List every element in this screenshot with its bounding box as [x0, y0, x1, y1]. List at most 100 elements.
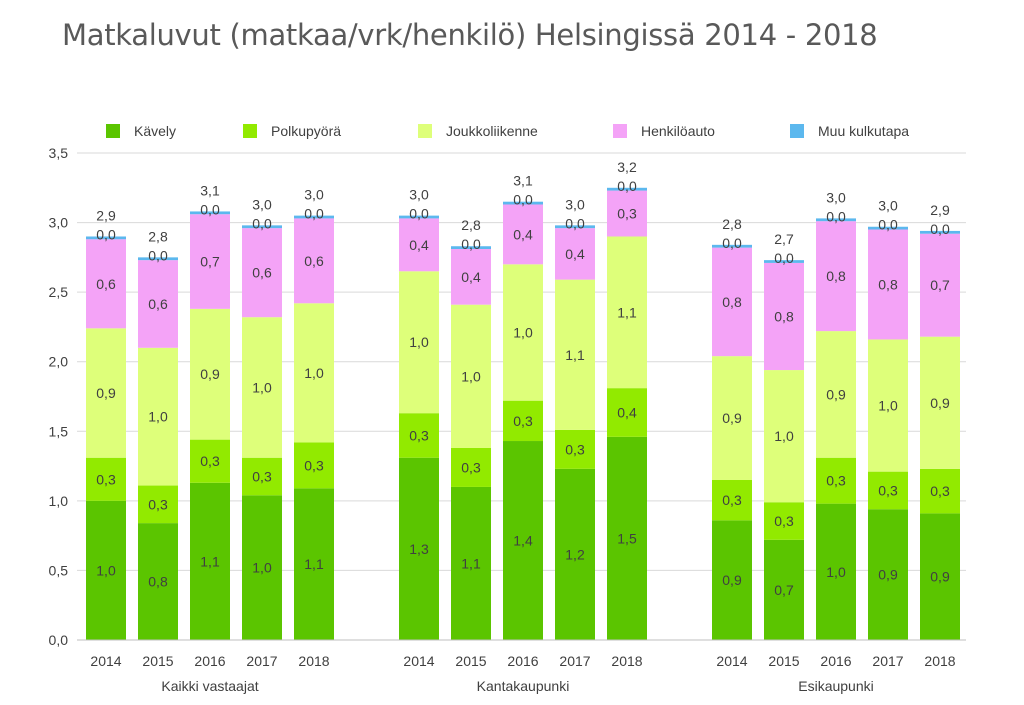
x-tick-label: 2015	[142, 653, 173, 669]
data-label: 1,0	[96, 562, 116, 578]
data-label: 0,0	[513, 192, 533, 208]
data-label: 0,9	[722, 410, 742, 426]
bar-segment	[607, 190, 647, 237]
bar-segment	[86, 236, 126, 240]
bar-segment	[138, 257, 178, 261]
bar-segment	[190, 214, 230, 309]
total-label: 2,8	[461, 217, 481, 233]
data-label: 0,6	[96, 276, 116, 292]
data-label: 0,8	[148, 574, 168, 590]
bar-segment	[712, 244, 752, 248]
bar-segment	[86, 457, 126, 501]
data-label: 0,3	[148, 496, 168, 512]
x-tick-label: 2018	[298, 653, 329, 669]
bar-segment	[190, 211, 230, 215]
data-label: 0,9	[826, 386, 846, 402]
total-label: 2,8	[722, 216, 742, 232]
bar-segment	[451, 447, 491, 487]
data-label: 0,8	[722, 294, 742, 310]
x-tick-label: 2018	[924, 653, 955, 669]
bar-segment	[816, 218, 856, 222]
bar-segment	[607, 436, 647, 640]
legend-label: Muu kulkutapa	[818, 123, 909, 139]
x-tick-label: 2016	[507, 653, 538, 669]
bar-segment	[399, 413, 439, 458]
data-label: 1,1	[461, 555, 481, 571]
data-label: 1,0	[513, 324, 533, 340]
x-tick-label: 2015	[768, 653, 799, 669]
bar-segment	[399, 271, 439, 414]
total-label: 3,0	[304, 187, 324, 203]
x-tick-label: 2018	[611, 653, 642, 669]
total-label: 2,9	[930, 202, 950, 218]
bar-segment	[451, 486, 491, 640]
bar-segment	[242, 317, 282, 458]
y-tick-label: 2,0	[49, 354, 69, 370]
bar-segment	[294, 303, 334, 443]
y-tick-label: 3,5	[49, 145, 69, 161]
bar-segment	[86, 328, 126, 458]
data-label: 0,3	[878, 482, 898, 498]
group-label: Kantakaupunki	[477, 678, 570, 694]
data-label: 0,0	[774, 250, 794, 266]
bar-segment	[607, 236, 647, 389]
y-tick-label: 3,0	[49, 215, 69, 231]
data-label: 1,0	[826, 564, 846, 580]
data-label: 0,0	[722, 235, 742, 251]
bar-segment	[712, 520, 752, 640]
data-label: 1,5	[617, 530, 637, 546]
data-label: 0,3	[409, 427, 429, 443]
data-label: 0,3	[96, 471, 116, 487]
total-label: 3,0	[252, 196, 272, 212]
data-label: 1,1	[617, 304, 637, 320]
total-label: 3,0	[826, 189, 846, 205]
x-tick-label: 2015	[455, 653, 486, 669]
x-tick-label: 2016	[194, 653, 225, 669]
total-label: 3,2	[617, 159, 637, 175]
data-label: 1,0	[409, 334, 429, 350]
legend-swatch	[613, 124, 627, 138]
bar-segment	[451, 246, 491, 250]
bar-segment	[242, 228, 282, 318]
x-tick-label: 2017	[559, 653, 590, 669]
data-label: 0,3	[461, 459, 481, 475]
data-label: 1,0	[148, 409, 168, 425]
bar-segment	[920, 230, 960, 234]
data-label: 1,1	[304, 556, 324, 572]
data-label: 0,7	[930, 277, 950, 293]
bar-segment	[294, 488, 334, 640]
bar-segment	[920, 513, 960, 640]
bar-segment	[868, 226, 908, 230]
data-label: 0,8	[774, 308, 794, 324]
data-label: 1,0	[461, 368, 481, 384]
data-label: 0,4	[513, 226, 533, 242]
data-label: 0,8	[826, 268, 846, 284]
data-label: 0,3	[565, 441, 585, 457]
x-tick-label: 2016	[820, 653, 851, 669]
bar-segment	[138, 523, 178, 640]
total-label: 3,0	[565, 196, 585, 212]
legend-swatch	[243, 124, 257, 138]
bar-segment	[712, 356, 752, 480]
data-label: 0,6	[304, 253, 324, 269]
bar-segment	[86, 500, 126, 640]
bar-segment	[503, 400, 543, 442]
data-label: 1,2	[565, 546, 585, 562]
bar-segment	[764, 262, 804, 371]
data-label: 0,9	[930, 395, 950, 411]
bar-segment	[399, 457, 439, 640]
bar-segment	[868, 339, 908, 472]
data-label: 0,9	[878, 567, 898, 583]
data-label: 0,8	[878, 276, 898, 292]
chart-title: Matkaluvut (matkaa/vrk/henkilö) Helsingi…	[62, 18, 878, 52]
data-label: 0,0	[148, 247, 168, 263]
bar-segment	[712, 479, 752, 521]
data-label: 0,3	[513, 413, 533, 429]
data-label: 0,3	[200, 453, 220, 469]
bar-segment	[294, 442, 334, 489]
y-tick-label: 1,5	[49, 423, 69, 439]
data-label: 1,0	[252, 379, 272, 395]
data-label: 0,0	[930, 221, 950, 237]
data-label: 1,4	[513, 533, 533, 549]
